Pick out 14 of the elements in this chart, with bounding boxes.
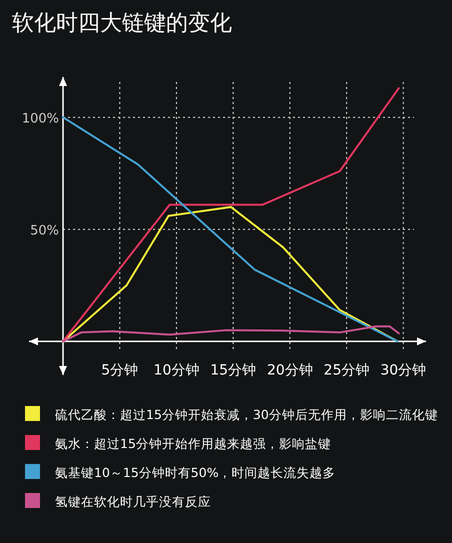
x-tick-label: 30分钟 — [380, 362, 426, 378]
x-tick-label: 5分钟 — [101, 362, 138, 378]
x-tick-label: 20分钟 — [266, 362, 313, 378]
legend-label: 氨水：超过15分钟开始作用越来越强，影响盐键 — [55, 436, 331, 451]
y-tick-label: 100% — [22, 111, 60, 126]
x-tick-label: 10分钟 — [154, 362, 200, 378]
legend-label: 硫代乙酸：超过15分钟开始衰减，30分钟后无作用，影响二流化键 — [55, 407, 438, 422]
chart-title: 软化时四大链键的变化 — [12, 11, 232, 36]
x-tick-label: 25分钟 — [324, 362, 370, 378]
legend-label: 氨基键10～15分钟时有50%，时间越长流失越多 — [55, 465, 336, 480]
y-tick-label: 50% — [30, 223, 60, 238]
x-tick-label: 15分钟 — [210, 362, 256, 378]
line-series — [62, 325, 400, 342]
legend-label: 氢键在软化时几乎没有反应 — [55, 494, 211, 509]
